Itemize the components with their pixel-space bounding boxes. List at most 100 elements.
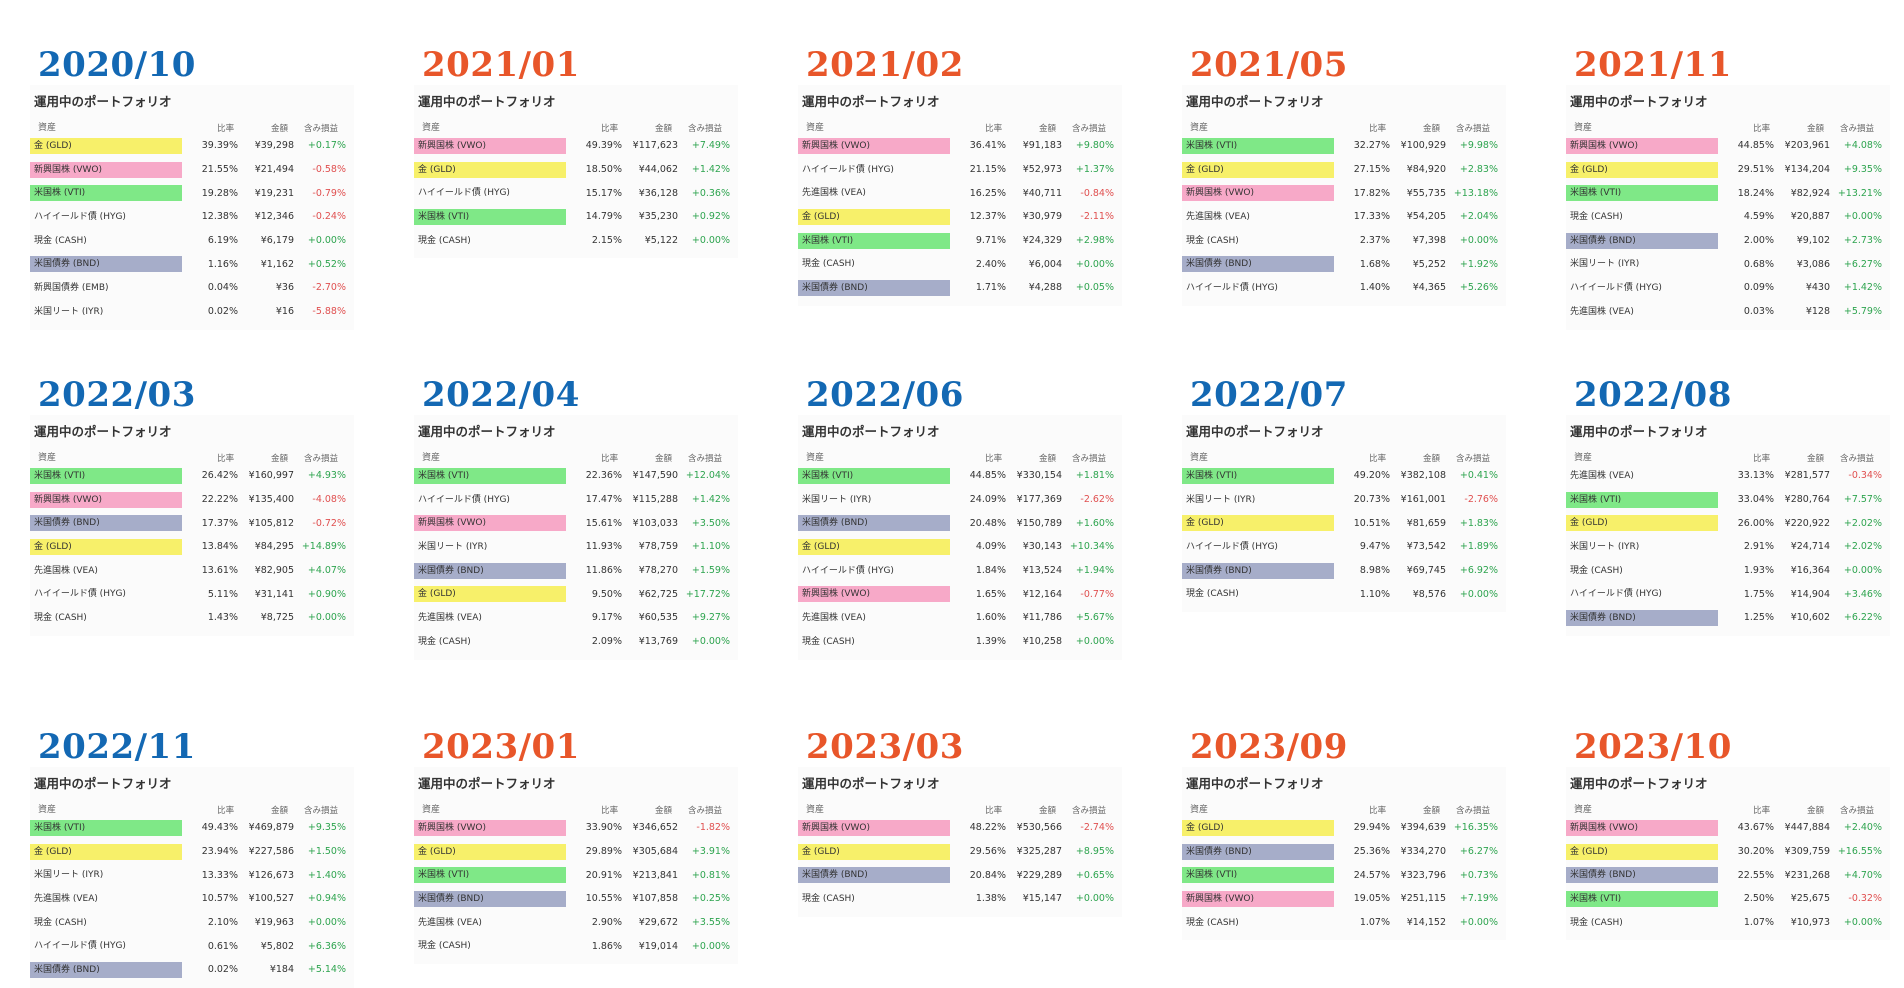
pl-column-header: 含み損益 [1455, 454, 1490, 464]
table-row: 先進国株 (VEA) 1.60% ¥11,786 +5.67% [798, 606, 1122, 630]
asset-name: 現金 (CASH) [802, 636, 855, 647]
unrealized-pl: +0.00% [1843, 211, 1882, 223]
allocation-ratio: 33.90% [585, 822, 622, 834]
allocation-ratio: 21.55% [201, 164, 238, 176]
unrealized-pl: +0.00% [1459, 917, 1498, 929]
table-row: ハイイールド債 (HYG) 12.38% ¥12,346 -0.24% [30, 205, 354, 229]
amount-value: ¥10,973 [1790, 917, 1830, 929]
asset-name: 米国株 (VTI) [1182, 867, 1334, 884]
allocation-ratio: 26.00% [1737, 517, 1774, 529]
allocation-ratio: 48.22% [969, 822, 1006, 834]
table-row: 新興国株 (VWO) 22.22% ¥135,400 -4.08% [30, 488, 354, 512]
asset-name: 新興国株 (VWO) [414, 137, 566, 154]
table-row: 新興国株 (VWO) 21.55% ¥21,494 -0.58% [30, 158, 354, 182]
unrealized-pl: +6.27% [1843, 258, 1882, 270]
unrealized-pl: +1.60% [1075, 517, 1114, 529]
snapshot-date: 2021/02 [806, 45, 964, 85]
allocation-ratio: 0.61% [207, 940, 238, 952]
allocation-ratio: 29.94% [1353, 822, 1390, 834]
unrealized-pl: +9.35% [1843, 164, 1882, 176]
unrealized-pl: -0.34% [1848, 470, 1882, 482]
amount-value: ¥128 [1805, 306, 1830, 318]
allocation-ratio: 30.20% [1737, 846, 1774, 858]
table-row: 金 (GLD) 23.94% ¥227,586 +1.50% [30, 840, 354, 864]
allocation-ratio: 25.36% [1353, 846, 1390, 858]
asset-name: 米国株 (VTI) [798, 232, 950, 249]
unrealized-pl: +1.40% [307, 869, 346, 881]
amount-column-header: 金額 [1038, 454, 1056, 464]
amount-value: ¥35,230 [638, 211, 678, 223]
allocation-ratio: 4.09% [975, 541, 1006, 553]
amount-value: ¥13,524 [1022, 565, 1062, 577]
asset-name: 米国株 (VTI) [1182, 467, 1334, 484]
table-header: 資産 比率 金額 含み損益 [30, 452, 354, 464]
allocation-ratio: 14.79% [585, 211, 622, 223]
table-header: 資産 比率 金額 含み損益 [414, 122, 738, 134]
amount-value: ¥134,204 [1784, 164, 1830, 176]
table-header: 資産 比率 金額 含み損益 [1566, 804, 1890, 816]
table-row: ハイイールド債 (HYG) 0.09% ¥430 +1.42% [1566, 276, 1890, 300]
portfolio-panel: 2021/11 運用中のポートフォリオ 資産 比率 金額 含み損益 新興国株 (VWO) 44… [1566, 45, 1904, 330]
portfolio-card: 運用中のポートフォリオ 資産 比率 金額 含み損益金 (GLD) 39.39% ¥39,29… [30, 85, 354, 330]
pl-column-header: 含み損益 [303, 806, 338, 816]
amount-value: ¥78,270 [638, 565, 678, 577]
table-row: 米国リート (IYR) 2.91% ¥24,714 +2.02% [1566, 535, 1890, 559]
table-row: 金 (GLD) 29.89% ¥305,684 +3.91% [414, 840, 738, 864]
table-row: 米国株 (VTI) 32.27% ¥100,929 +9.98% [1182, 134, 1506, 158]
amount-column-header: 金額 [1422, 454, 1440, 464]
table-row: 米国債券 (BND) 20.84% ¥229,289 +0.65% [798, 863, 1122, 887]
allocation-ratio: 32.27% [1353, 140, 1390, 152]
table-header: 資産 比率 金額 含み損益 [1182, 804, 1506, 816]
allocation-ratio: 1.75% [1743, 588, 1774, 600]
asset-name: 新興国債券 (EMB) [34, 282, 109, 293]
asset-name: 米国株 (VTI) [414, 467, 566, 484]
asset-name: 米国リート (IYR) [1570, 259, 1640, 270]
amount-value: ¥11,786 [1022, 612, 1062, 624]
asset-name: 米国株 (VTI) [1566, 185, 1718, 202]
asset-name: 米国債券 (BND) [798, 515, 950, 532]
amount-value: ¥147,590 [632, 470, 678, 482]
allocation-ratio: 8.98% [1359, 565, 1390, 577]
unrealized-pl: +2.02% [1843, 541, 1882, 553]
asset-name: 米国株 (VTI) [798, 467, 950, 484]
table-row: 新興国株 (VWO) 1.65% ¥12,164 -0.77% [798, 582, 1122, 606]
unrealized-pl: -2.11% [1080, 211, 1114, 223]
allocation-ratio: 22.22% [201, 494, 238, 506]
asset-name: 米国債券 (BND) [30, 256, 182, 273]
unrealized-pl: +0.94% [307, 893, 346, 905]
allocation-ratio: 0.04% [207, 282, 238, 294]
unrealized-pl: -2.62% [1080, 494, 1114, 506]
table-row: ハイイールド債 (HYG) 9.47% ¥73,542 +1.89% [1182, 535, 1506, 559]
allocation-ratio: 26.42% [201, 470, 238, 482]
table-row: 米国債券 (BND) 17.37% ¥105,812 -0.72% [30, 511, 354, 535]
allocation-ratio: 2.15% [591, 235, 622, 247]
ratio-column-header: 比率 [601, 454, 619, 464]
allocation-ratio: 2.50% [1743, 893, 1774, 905]
asset-name: ハイイールド債 (HYG) [418, 188, 510, 199]
unrealized-pl: +7.19% [1459, 893, 1498, 905]
allocation-ratio: 29.89% [585, 846, 622, 858]
asset-name: 現金 (CASH) [34, 235, 87, 246]
allocation-ratio: 24.09% [969, 494, 1006, 506]
unrealized-pl: +1.83% [1459, 517, 1498, 529]
unrealized-pl: +16.55% [1837, 846, 1882, 858]
ratio-column-header: 比率 [217, 454, 235, 464]
portfolio-card: 運用中のポートフォリオ 資産 比率 金額 含み損益 新興国株 (VWO) 48.22% ¥53… [798, 767, 1122, 917]
table-row: ハイイールド債 (HYG) 15.17% ¥36,128 +0.36% [414, 181, 738, 205]
allocation-ratio: 13.61% [201, 565, 238, 577]
allocation-ratio: 19.05% [1353, 893, 1390, 905]
table-row: 先進国株 (VEA) 13.61% ¥82,905 +4.07% [30, 559, 354, 583]
allocation-ratio: 43.67% [1737, 822, 1774, 834]
asset-name: 米国債券 (BND) [1182, 562, 1334, 579]
allocation-ratio: 1.93% [1743, 565, 1774, 577]
asset-name: ハイイールド債 (HYG) [1570, 589, 1662, 600]
unrealized-pl: +1.42% [691, 494, 730, 506]
unrealized-pl: +14.89% [301, 541, 346, 553]
allocation-ratio: 2.37% [1359, 235, 1390, 247]
unrealized-pl: +2.83% [1459, 164, 1498, 176]
portfolio-card: 運用中のポートフォリオ 資産 比率 金額 含み損益金 (GLD) 29.94% ¥394,6… [1182, 767, 1506, 941]
unrealized-pl: -1.82% [696, 822, 730, 834]
amount-value: ¥69,745 [1406, 565, 1446, 577]
amount-value: ¥126,673 [248, 869, 294, 881]
unrealized-pl: +0.25% [691, 893, 730, 905]
